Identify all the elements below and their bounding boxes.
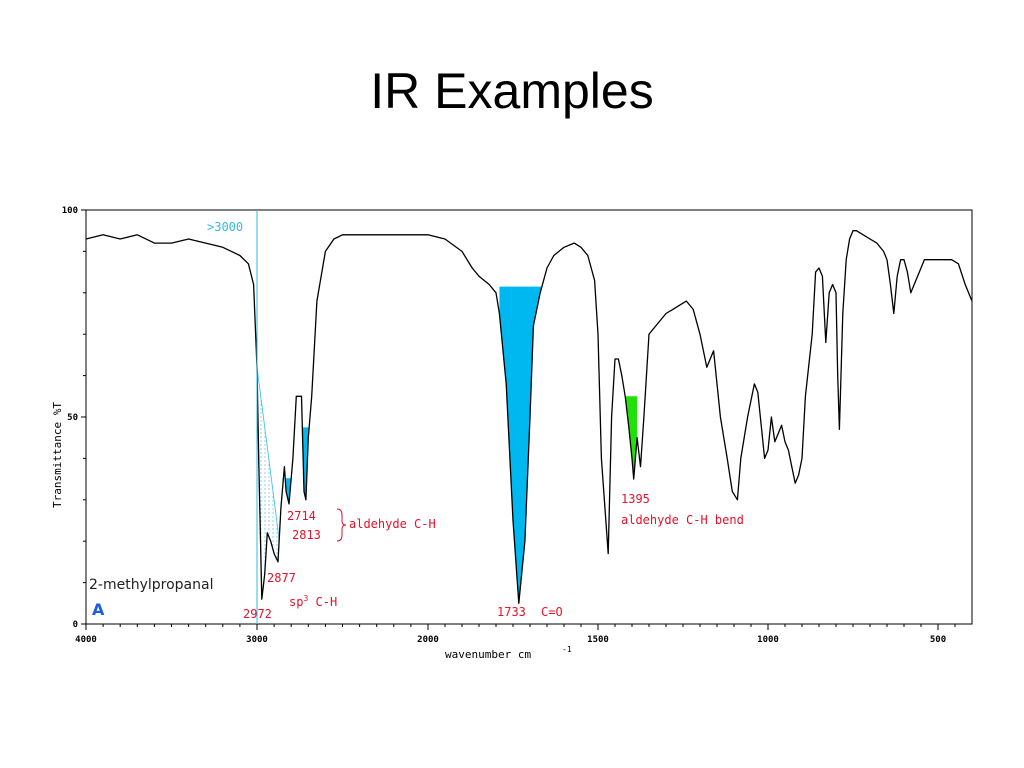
spectrum-line — [85, 230, 973, 604]
highlight-layer — [256, 286, 638, 603]
x-tick-label: 1500 — [587, 635, 609, 645]
x-tick-label: 4000 — [75, 635, 97, 645]
highlight-region — [499, 286, 542, 603]
annotation-2714: 2714 — [287, 509, 316, 523]
x-tick-label: 3000 — [246, 635, 268, 645]
annotation-2877: 2877 — [267, 571, 296, 585]
annotation-1395: 1395 — [621, 492, 650, 506]
x-axis-title-superscript: -1 — [562, 645, 572, 654]
annotation-aldehyde-ch: aldehyde C-H — [349, 517, 436, 531]
annotation-sp3: sp3 C-H — [289, 594, 337, 609]
compound-label: 2-methylpropanal — [89, 577, 213, 593]
y-axis-title: Transmittance %T — [51, 402, 64, 508]
y-tick-label: 0 — [73, 620, 78, 630]
annotation-1733: 1733 — [497, 605, 526, 619]
marker-label: >3000 — [207, 220, 243, 234]
annotation-layer: 2972 2877 sp3 C-H 2714 2813 aldehyde C-H… — [243, 492, 744, 621]
x-tick-label: 500 — [930, 635, 946, 645]
slide-title: IR Examples — [370, 63, 654, 119]
annotation-2813: 2813 — [292, 528, 321, 542]
annotation-co: C=O — [541, 605, 563, 619]
y-tick-label: 100 — [62, 206, 78, 216]
panel-letter: A — [92, 600, 105, 619]
x-axis-title: wavenumber cm — [445, 648, 531, 661]
x-tick-label: 1000 — [757, 635, 779, 645]
annotation-2972: 2972 — [243, 607, 272, 621]
annotation-bracket — [336, 508, 347, 542]
annotation-aldehyde-ch-bend: aldehyde C-H bend — [621, 513, 744, 527]
y-tick-label: 50 — [67, 413, 78, 423]
tick-layer: 4000 3000 2000 1500 1000 500 0 50 100 — [62, 206, 956, 645]
series-layer — [85, 230, 973, 604]
x-tick-label: 2000 — [417, 635, 439, 645]
